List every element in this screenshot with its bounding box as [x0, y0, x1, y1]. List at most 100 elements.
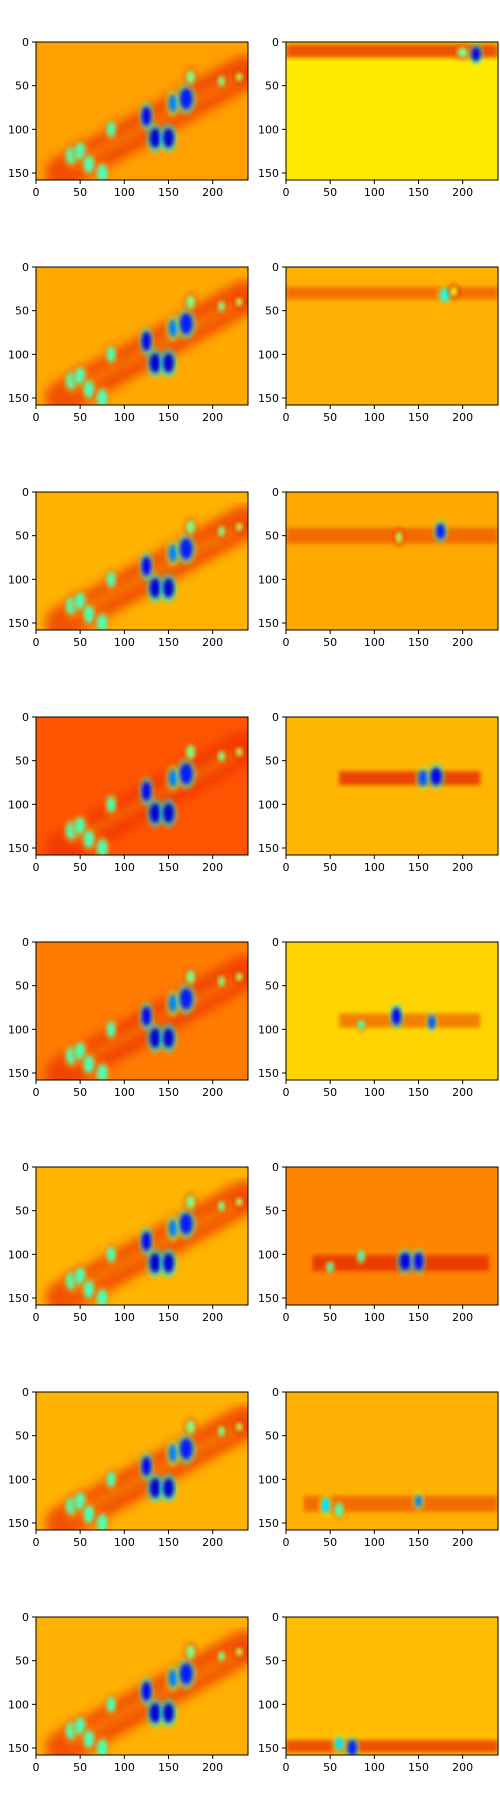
panel-r6-left-blob-4 — [106, 1471, 116, 1488]
panel-r3-right-y-tick-label-3: 150 — [258, 842, 279, 855]
panel-r1-right-image — [286, 267, 498, 405]
panel-r6-left-band-highlight — [68, 1426, 238, 1520]
panel-r6-right-y-tick-label-0: 0 — [272, 1386, 279, 1399]
panel-r2-left-x-tick-label-4: 200 — [202, 636, 223, 649]
panel-r0-left-y-tick-label-2: 100 — [8, 123, 29, 136]
panel-r1-right-x-tick-label-3: 150 — [408, 411, 429, 424]
panel-r6-left-y-tick-label-3: 150 — [8, 1517, 29, 1530]
panel-r0-left-x-tick-label-0: 0 — [33, 186, 40, 199]
panel-r7-right-x-tick-label-3: 150 — [408, 1761, 429, 1774]
panel-r3-left-blob-2 — [83, 830, 95, 849]
panel-r2-left-blob-6 — [149, 578, 161, 598]
panel-r6-right-image — [286, 1392, 498, 1530]
panel-r4-right-image — [286, 942, 498, 1080]
panel-r1-left: 0 50 100 150 200 0 50 100 150 — [8, 261, 249, 424]
panel-r5-right-x-tick-label-4: 200 — [452, 1311, 473, 1324]
panel-r4-left-y-tick-label-1: 50 — [15, 980, 29, 993]
panel-r2-right-frame — [285, 491, 499, 631]
panel-r5-left-y-tick-label-1: 50 — [15, 1205, 29, 1218]
panel-r4-right-frame — [285, 941, 499, 1081]
panel-r4-left: 0 50 100 150 200 0 50 100 150 — [8, 936, 249, 1099]
panel-r4-right-y-tick-label-0: 0 — [272, 936, 279, 949]
panel-r0-right-background — [286, 42, 498, 180]
panel-r1-left-blob-2 — [83, 380, 95, 399]
panel-r5-left-x-tick-label-4: 200 — [202, 1311, 223, 1324]
panel-r5-left-blob-2 — [83, 1280, 95, 1299]
panel-r2-right-x-tick-label-3: 150 — [408, 636, 429, 649]
panel-r2-left-blob-10 — [186, 519, 195, 534]
panel-r7-left-x-tick-label-1: 50 — [73, 1761, 87, 1774]
panel-r7-right: 0 50 100 150 200 0 50 100 150 — [258, 1611, 499, 1774]
panel-r7-left-x-tick-label-3: 150 — [158, 1761, 179, 1774]
panel-r3-right-background — [286, 717, 498, 855]
panel-r6-right-blob-0 — [321, 1497, 331, 1514]
panel-r3-left-blob-8 — [168, 769, 178, 787]
panel-r7-left-y-tick-label-1: 50 — [15, 1655, 29, 1668]
panel-r3-right-x-tick-label-2: 100 — [364, 861, 385, 874]
panel-r7-right-blob-0 — [334, 1736, 344, 1751]
panel-r6-right-y-tick-label-3: 150 — [258, 1517, 279, 1530]
panel-r5-left-blob-8 — [168, 1219, 178, 1237]
panel-r2-left-y-tick-label-0: 0 — [22, 486, 29, 499]
panel-r2-left-blob-5 — [142, 556, 151, 576]
panel-r7-left-y-tick-label-0: 0 — [22, 1611, 29, 1624]
panel-r1-left-blob-10 — [186, 294, 195, 309]
panel-r5-right-blob-2 — [399, 1252, 411, 1271]
panel-r4-left-x-tick-label-2: 100 — [114, 1086, 135, 1099]
panel-r1-right-blob-0 — [439, 287, 451, 302]
panel-r0-right-blob-1 — [457, 47, 468, 58]
panel-r3-left-blob-7 — [163, 803, 174, 823]
panel-r0-left-x-tick-label-4: 200 — [202, 186, 223, 199]
panel-r5-right-blob-1 — [357, 1249, 365, 1263]
panel-r5-left-y-tick-label-3: 150 — [8, 1292, 29, 1305]
panel-r4-left-y-tick-label-3: 150 — [8, 1067, 29, 1080]
panel-r2-left-blob-3 — [96, 614, 108, 630]
panel-r5-left-y-tick-label-2: 100 — [8, 1248, 29, 1261]
panel-r6-left: 0 50 100 150 200 0 50 100 150 — [8, 1386, 249, 1549]
panel-r5-right-blob-3 — [414, 1252, 423, 1271]
panel-r0-left-blob-4 — [106, 121, 116, 138]
panel-r6-left-blob-8 — [168, 1444, 178, 1462]
panel-r2-left-blob-9 — [179, 538, 193, 560]
panel-r7-left-y-tick-label-2: 100 — [8, 1698, 29, 1711]
panel-r0-left-blob-3 — [96, 164, 108, 180]
panel-r4-right-x-tick-label-0: 0 — [283, 1086, 290, 1099]
panel-r5-left-band-highlight — [68, 1201, 238, 1295]
panel-r3-left-blob-6 — [149, 803, 161, 823]
panel-r2-left-y-tick-label-1: 50 — [15, 530, 29, 543]
panel-r0-right-x-tick-label-0: 0 — [283, 186, 290, 199]
panel-r7-right-x-tick-label-0: 0 — [283, 1761, 290, 1774]
panel-r0-right-x-tick-label-1: 50 — [323, 186, 337, 199]
panel-r6-left-blob-9 — [179, 1438, 193, 1460]
panel-r3-left-y-tick-label-1: 50 — [15, 755, 29, 768]
panel-r6-left-x-tick-label-4: 200 — [202, 1536, 223, 1549]
panel-r4-right-x-tick-label-1: 50 — [323, 1086, 337, 1099]
panel-r4-right-blob-0 — [357, 1019, 365, 1031]
panel-r1-right-blob-1 — [450, 286, 458, 297]
panel-r0-left-x-tick-label-3: 150 — [158, 186, 179, 199]
panel-r0-left-x-tick-label-1: 50 — [73, 186, 87, 199]
panel-r4-left-image — [36, 942, 248, 1080]
panel-r7-left-blob-11 — [217, 1651, 226, 1662]
panel-r1-right-x-tick-label-2: 100 — [364, 411, 385, 424]
panel-r2-right-x-tick-label-0: 0 — [283, 636, 290, 649]
panel-r4-left-y-tick-label-0: 0 — [22, 936, 29, 949]
panel-r0-left-band-highlight — [68, 76, 238, 170]
panel-r4-left-y-tick-label-2: 100 — [8, 1023, 29, 1036]
panel-r4-right-x-tick-label-3: 150 — [408, 1086, 429, 1099]
panel-r5-right-y-tick-label-0: 0 — [272, 1161, 279, 1174]
panel-r6-right-x-tick-label-3: 150 — [408, 1536, 429, 1549]
panel-r3-right-x-tick-label-4: 200 — [452, 861, 473, 874]
panel-r4-left-blob-12 — [235, 972, 243, 982]
panel-r3-left-blob-4 — [106, 796, 116, 813]
panel-r3-right-y-tick-label-1: 50 — [265, 755, 279, 768]
panel-r4-right-band — [339, 1013, 481, 1028]
panel-r2-left-blob-8 — [168, 544, 178, 562]
panel-r6-left-x-tick-label-0: 0 — [33, 1536, 40, 1549]
panel-r7-left-y-tick-label-3: 150 — [8, 1742, 29, 1755]
panel-r1-right-x-tick-label-0: 0 — [283, 411, 290, 424]
panel-r5-left-y-tick-label-0: 0 — [22, 1161, 29, 1174]
panel-r7-right-image — [286, 1617, 498, 1755]
panel-r5-left-blob-12 — [235, 1197, 243, 1207]
